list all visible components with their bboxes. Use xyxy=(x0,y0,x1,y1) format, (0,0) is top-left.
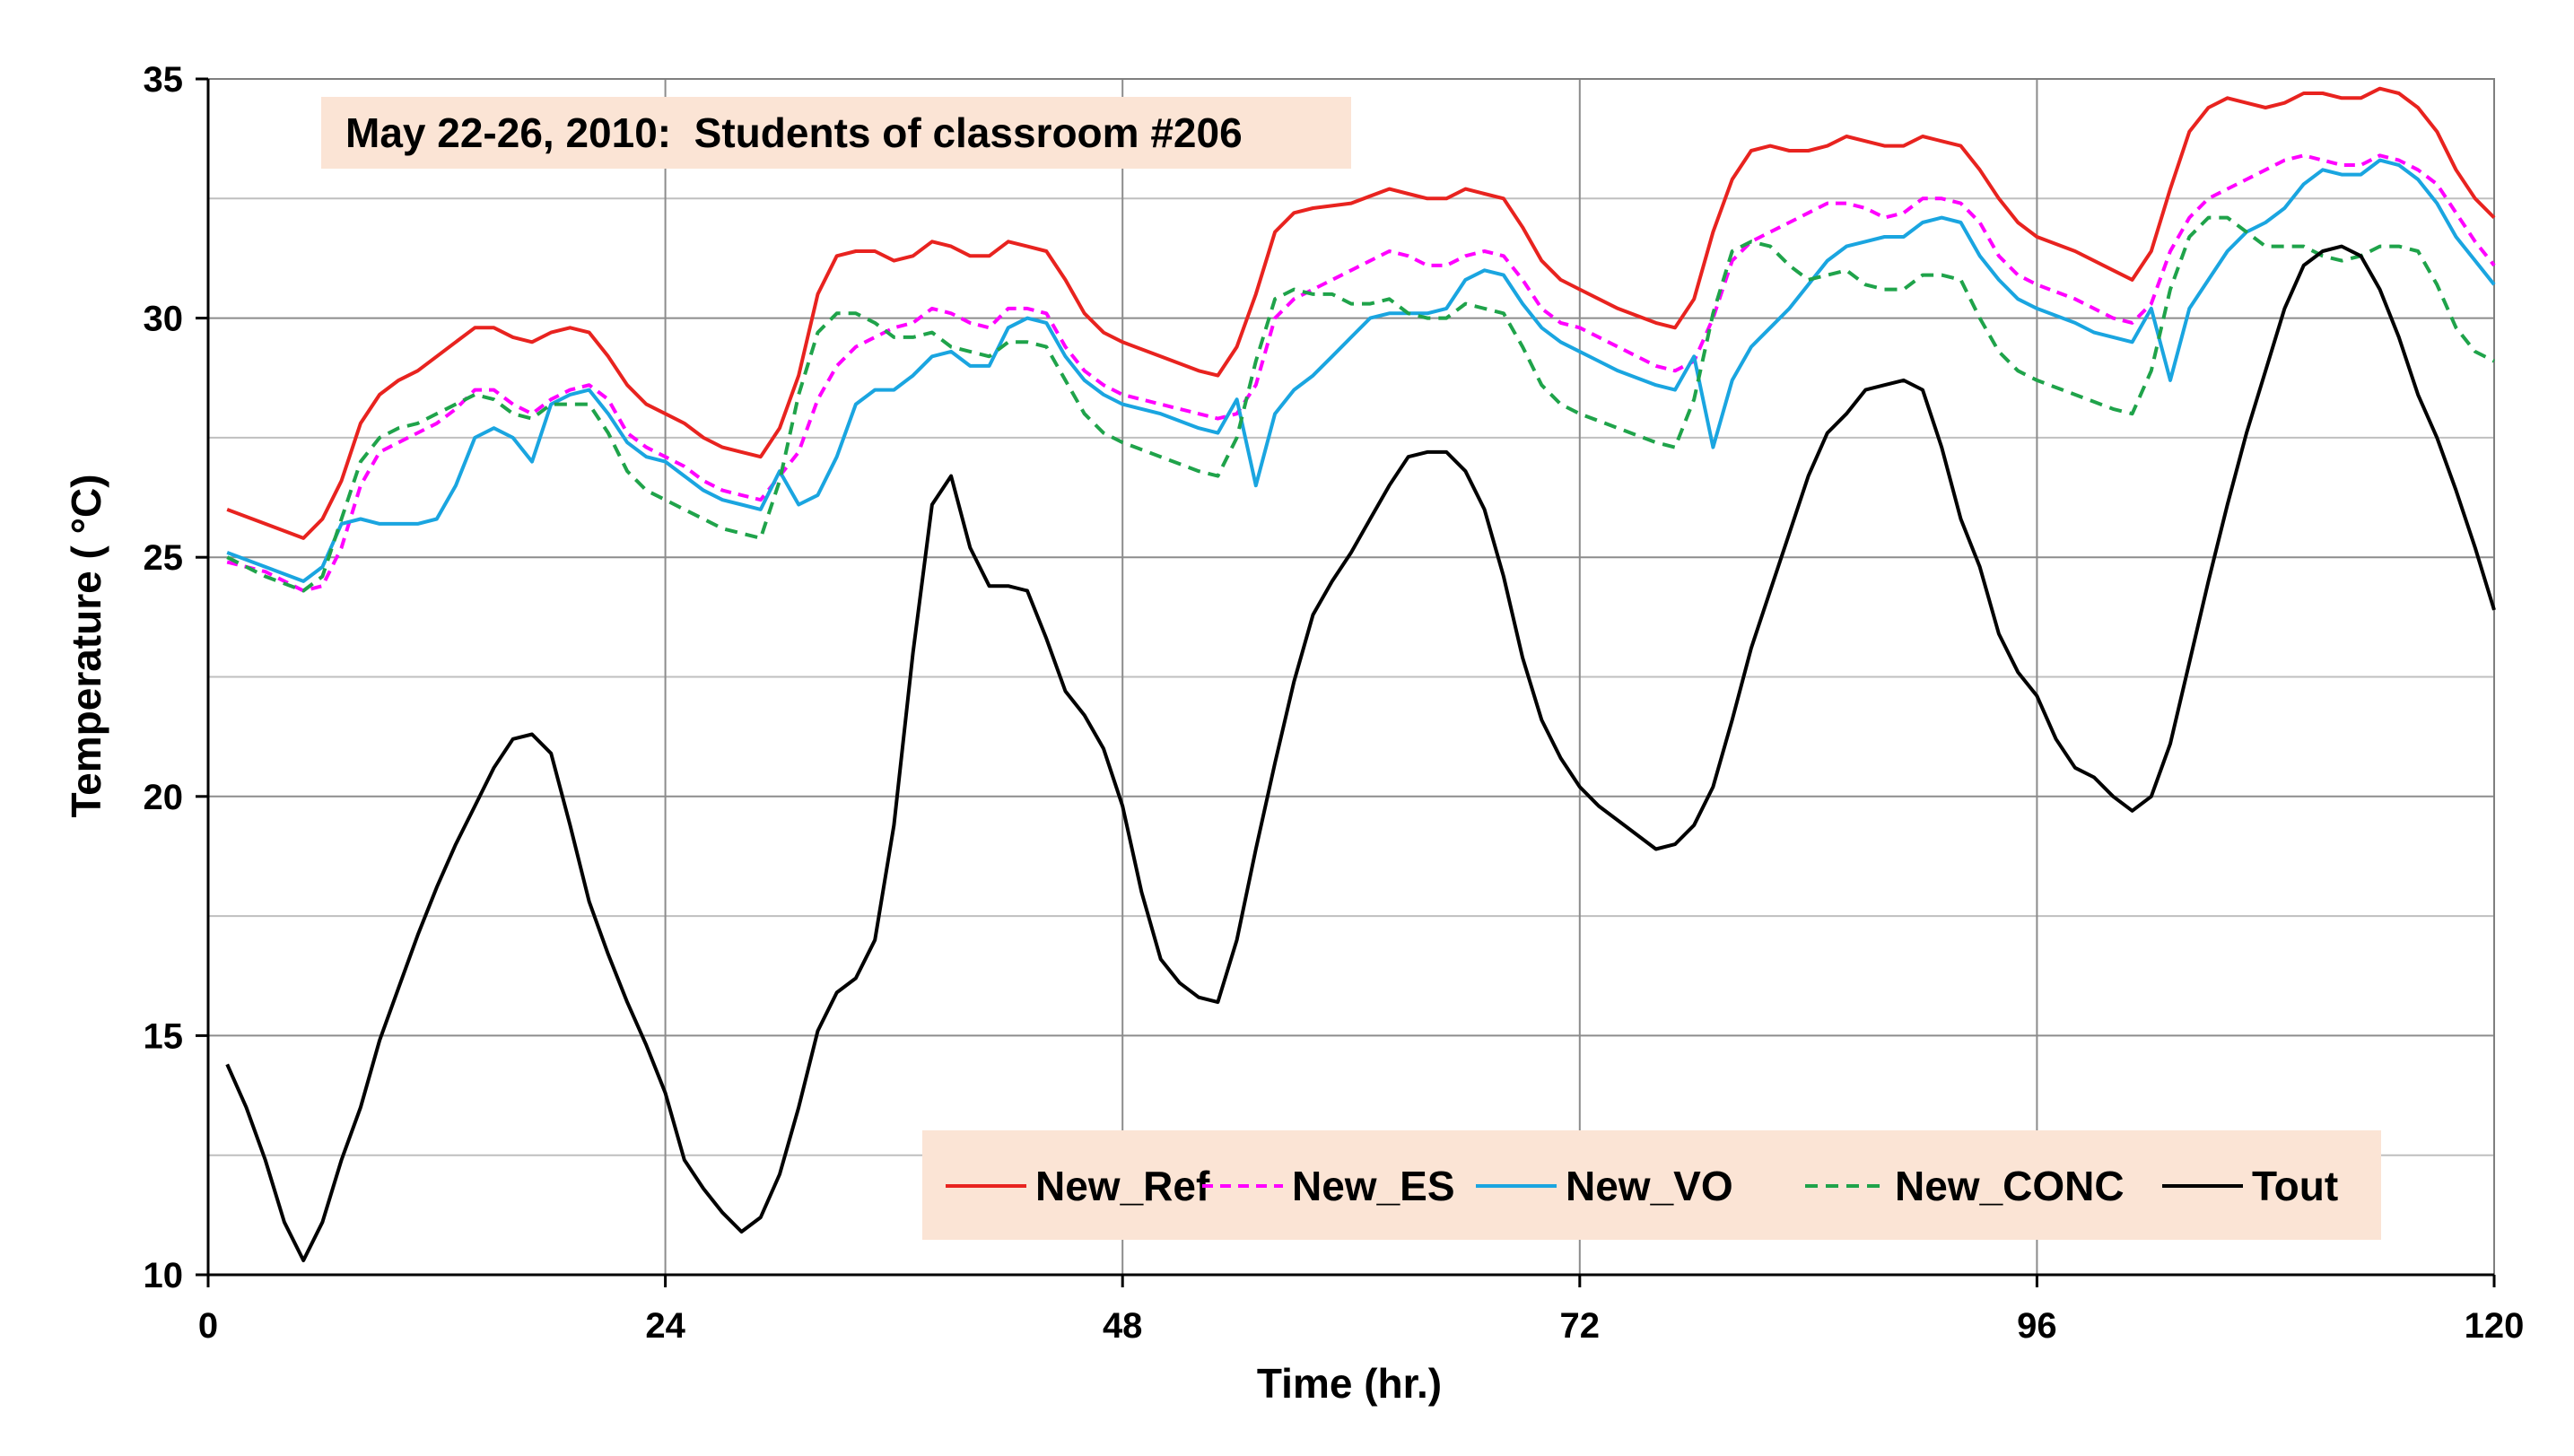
y-tick-label: 20 xyxy=(144,778,184,817)
x-tick-label: 0 xyxy=(198,1306,218,1346)
x-tick-label: 96 xyxy=(2017,1306,2057,1346)
legend-label-new-ref: New_Ref xyxy=(1035,1163,1210,1209)
chart-title-background xyxy=(321,97,1351,169)
series-lines xyxy=(225,86,2496,1262)
x-axis-title: Time (hr.) xyxy=(1257,1360,1442,1407)
legend: New_Ref New_ES New_VO New_CONC Tout xyxy=(922,1130,2381,1240)
y-axis-title: Temperature ( °C) xyxy=(63,474,109,817)
y-tick-label: 30 xyxy=(144,300,184,339)
legend-label-tout: Tout xyxy=(2252,1163,2338,1209)
x-tick-label: 24 xyxy=(645,1306,685,1346)
y-tick-label: 25 xyxy=(144,538,184,578)
legend-label-new-es: New_ES xyxy=(1292,1163,1455,1209)
series-line-new-vo xyxy=(226,158,2496,583)
legend-label-new-conc: New_CONC xyxy=(1895,1163,2125,1209)
series-line-tout xyxy=(225,244,2496,1262)
x-tick-label: 120 xyxy=(2465,1306,2525,1346)
y-tick-label: 15 xyxy=(144,1016,184,1056)
x-tick-label: 48 xyxy=(1103,1306,1143,1346)
legend-background xyxy=(922,1130,2381,1240)
y-tick-label: 35 xyxy=(144,60,184,100)
series-line-new-es xyxy=(226,153,2496,593)
grid-lines xyxy=(208,79,2494,1275)
series-line-new-conc xyxy=(226,215,2495,593)
x-tick-label: 72 xyxy=(1560,1306,1601,1346)
chart-title: May 22-26, 2010: Students of classroom #… xyxy=(345,109,1243,156)
y-tick-label: 10 xyxy=(144,1256,184,1295)
chart-title-box: May 22-26, 2010: Students of classroom #… xyxy=(321,97,1351,169)
axes: 10 15 20 25 30 35 0 24 48 72 96 120 xyxy=(144,60,2525,1346)
legend-label-new-vo: New_VO xyxy=(1566,1163,1733,1209)
series-line-new-ref xyxy=(226,86,2496,540)
